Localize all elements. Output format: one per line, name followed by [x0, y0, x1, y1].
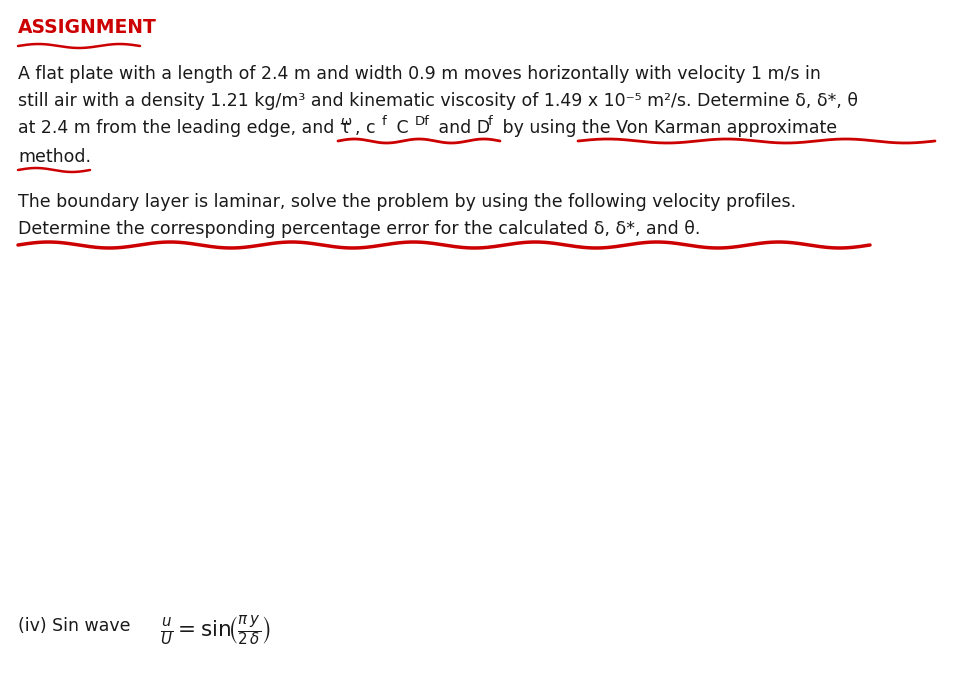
Text: by using the Von Karman approximate: by using the Von Karman approximate: [497, 119, 837, 137]
Text: f: f: [382, 115, 387, 128]
Text: ω: ω: [340, 115, 351, 128]
Text: C: C: [391, 119, 409, 137]
Text: ASSIGNMENT: ASSIGNMENT: [18, 18, 156, 37]
Text: f: f: [488, 115, 492, 128]
Text: Df: Df: [415, 115, 430, 128]
Text: and D: and D: [433, 119, 491, 137]
Text: The boundary layer is laminar, solve the problem by using the following velocity: The boundary layer is laminar, solve the…: [18, 193, 796, 211]
Text: still air with a density 1.21 kg/m³ and kinematic viscosity of 1.49 x 10⁻⁵ m²/s.: still air with a density 1.21 kg/m³ and …: [18, 92, 858, 110]
Text: A flat plate with a length of 2.4 m and width 0.9 m moves horizontally with velo: A flat plate with a length of 2.4 m and …: [18, 65, 821, 83]
Text: method.: method.: [18, 148, 91, 166]
Text: at 2.4 m from the leading edge, and τ: at 2.4 m from the leading edge, and τ: [18, 119, 350, 137]
Text: (iv) Sin wave: (iv) Sin wave: [18, 617, 131, 635]
Text: Determine the corresponding percentage error for the calculated δ, δ*, and θ.: Determine the corresponding percentage e…: [18, 220, 701, 238]
Text: $\frac{u}{U} = \mathrm{sin}\!\left(\frac{\pi\, y}{2\,\delta}\right)$: $\frac{u}{U} = \mathrm{sin}\!\left(\frac…: [160, 614, 271, 649]
Text: , c: , c: [355, 119, 375, 137]
